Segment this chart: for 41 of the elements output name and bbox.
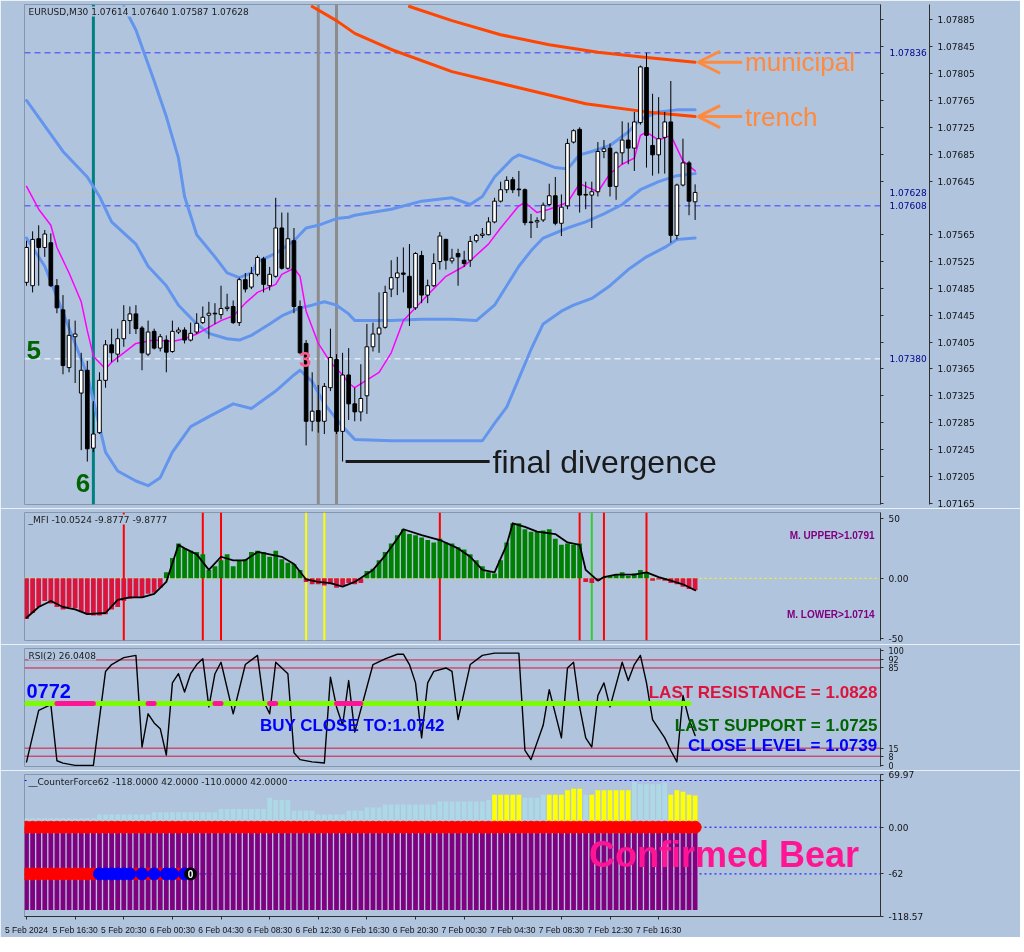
y-tick-label: 1.07765: [937, 95, 975, 106]
y-tick-label: 1.07805: [937, 69, 975, 80]
y-tick-label: 1.07565: [937, 230, 975, 241]
y-tick-label: 1.07685: [937, 149, 975, 160]
y-tick-label: 1.07365: [937, 364, 975, 375]
y-tick-label: 85: [888, 664, 899, 674]
y-tick-label: 1.07645: [937, 176, 975, 187]
annotation: 6: [75, 468, 91, 499]
annotation: LAST RESISTANCE = 1.0828: [648, 682, 878, 702]
annotation: final divergence: [492, 443, 717, 480]
y-tick-label: 1.07725: [937, 122, 975, 133]
chart-title: EURUSD,M30 1.07614 1.07640 1.07587 1.07628: [28, 6, 249, 17]
annotation: M. LOWER>1.0714: [786, 609, 875, 621]
y-tick-label: 15: [888, 744, 899, 754]
y-tick-label: 1.07205: [937, 471, 975, 482]
y-tick-label: 50: [888, 513, 901, 524]
ref-line-label: 1.07628: [889, 187, 927, 198]
y-tick-label: 1.07845: [937, 42, 975, 53]
y-tick-label: 1.07485: [937, 283, 975, 294]
y-tick-label: 1.07445: [937, 310, 975, 321]
ref-line-label: 1.07608: [889, 201, 927, 212]
y-tick-label: 1.07525: [937, 257, 975, 268]
annotation: 0772: [26, 679, 71, 702]
y-tick-label: 1.07245: [937, 444, 975, 455]
annotation: municipal: [745, 47, 855, 78]
y-tick-label: -50: [888, 633, 904, 644]
ref-line-label: 1.07380: [889, 354, 927, 365]
chart-title: _MFI -10.0524 -9.8777 -9.8777: [27, 514, 168, 525]
annotation: trench: [745, 101, 818, 132]
y-tick-label: 1.07285: [937, 418, 975, 429]
annotation: 5: [26, 334, 41, 365]
y-tick-label: 100: [888, 647, 904, 657]
chart-title: RSI(2) 26.0408: [28, 650, 97, 661]
y-tick-label: 92: [888, 656, 899, 666]
annotation: M. UPPER>1.0791: [789, 530, 875, 542]
ref-line-label: 1.07836: [889, 48, 927, 59]
y-tick-label: 1.07325: [937, 391, 975, 402]
y-tick-label: 1.07165: [937, 498, 975, 509]
y-tick-label: 1.07885: [937, 15, 975, 26]
y-tick-label: 8: [888, 752, 894, 762]
y-tick-label: 1.07405: [937, 337, 975, 348]
